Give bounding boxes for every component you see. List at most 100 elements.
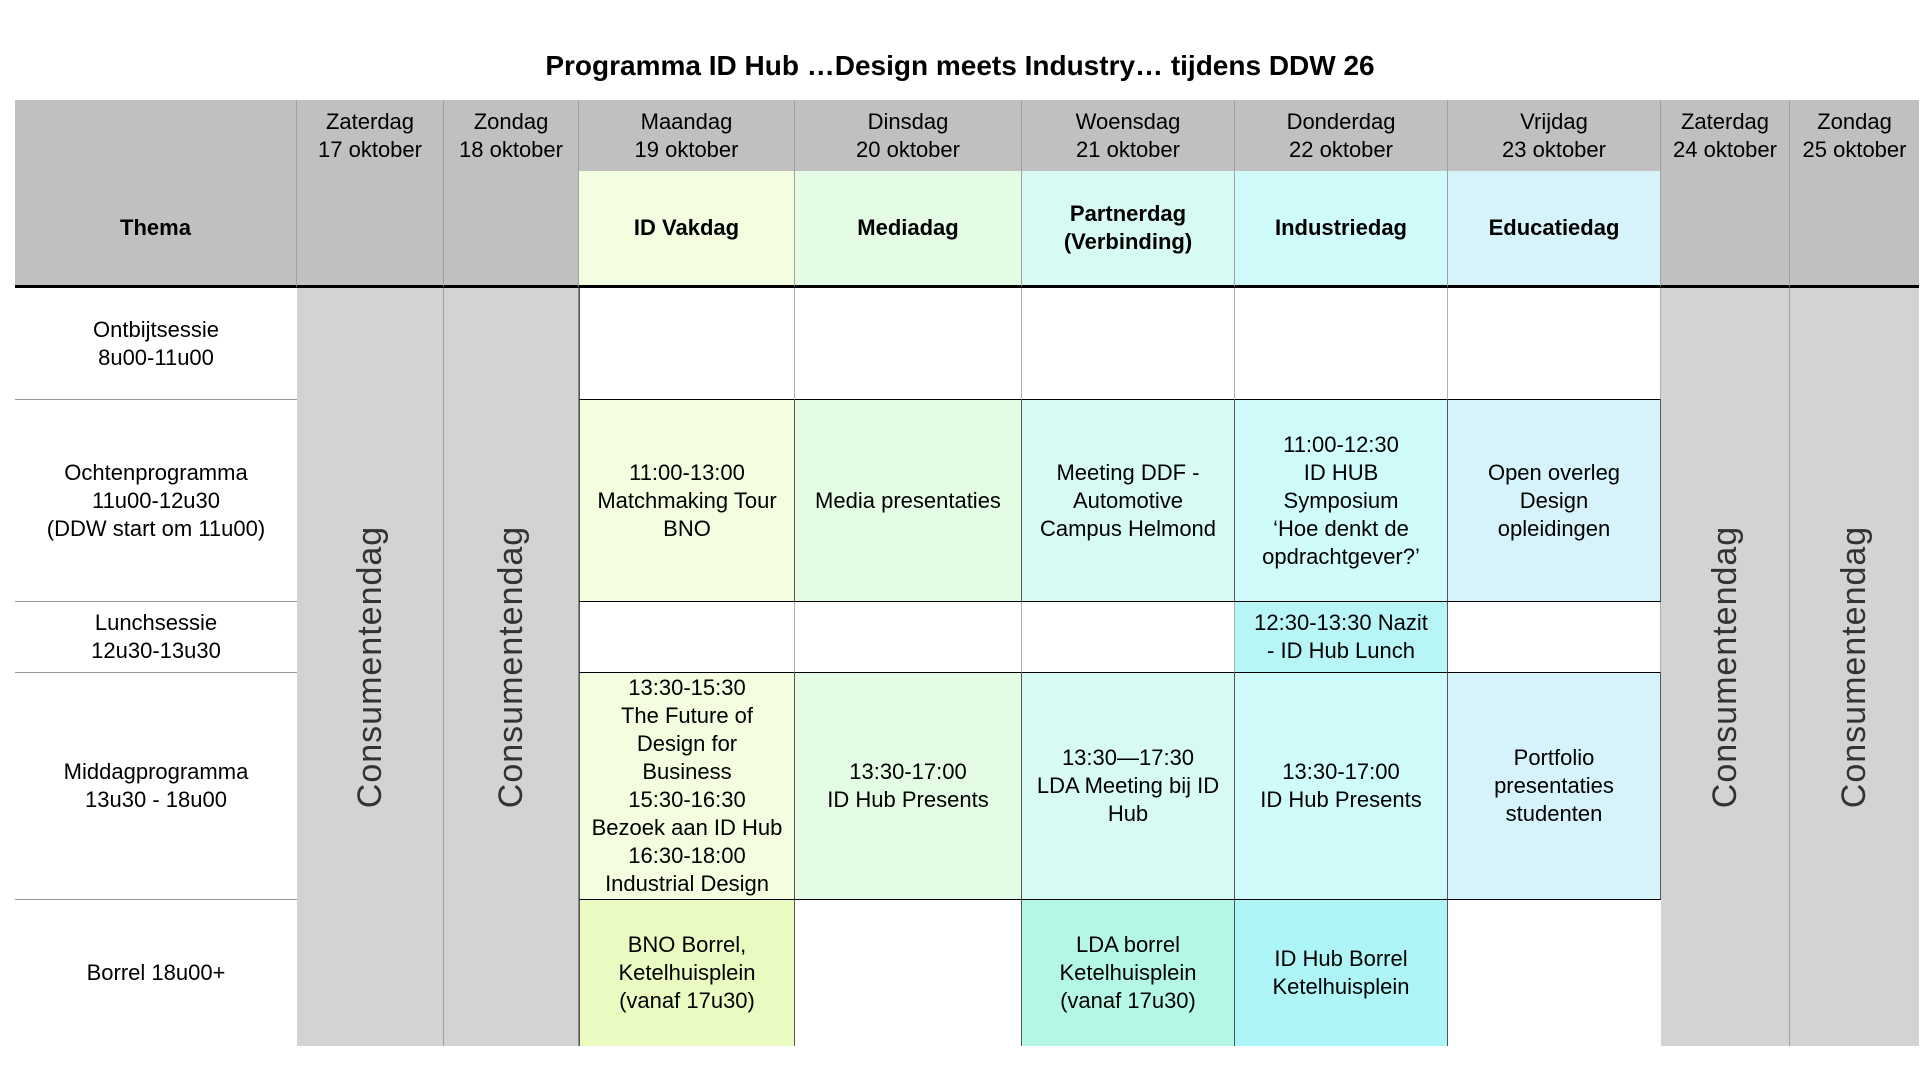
thema-empty-sat2 [1661,171,1790,288]
day-name: Vrijdag [1520,108,1588,134]
day-header-zaterdag-24: Zaterdag 24 oktober [1661,100,1790,171]
cell-line: ID Hub Presents [827,787,989,812]
schedule-table: Zaterdag 17 oktober Zondag 18 oktober Ma… [15,100,1919,1046]
row-label-line: 12u30-13u30 [91,638,221,663]
cell-middag-mon: 13:30-15:30 The Future of Design for Bus… [579,673,795,900]
cell-line: Design [1519,487,1589,513]
day-header-vrijdag-23: Vrijdag 23 oktober [1448,100,1661,171]
cell-ochtend-tue: Media presentaties [795,400,1022,602]
day-date: 21 oktober [1076,136,1180,162]
row-label-line: Lunchsessie [94,610,218,635]
cell-lunch-fri [1448,602,1661,673]
row-label-borrel: Borrel 18u00+ [15,900,297,1046]
day-name: Maandag [640,108,733,134]
cell-line: Bezoek aan ID Hub [591,815,783,840]
consumentendag-sun-18: Consumentendag [444,288,579,1046]
day-name: Woensdag [1075,108,1181,134]
cell-line: The Future of [620,703,754,728]
cell-lunch-mon [579,602,795,673]
row-label-line: Ochtenprogramma [64,459,248,485]
cell-middag-thu: 13:30-17:00 ID Hub Presents [1235,673,1448,900]
cell-line: studenten [1505,801,1603,826]
row-label-line: 11u00-12u30 [91,487,221,513]
row-label-line: 8u00-11u00 [98,344,214,370]
cell-line: 16:30-18:00 [628,843,746,868]
cell-middag-fri: Portfolio presentaties studenten [1448,673,1661,900]
cell-line: 12:30-13:30 Nazit [1254,610,1428,635]
consumentendag-label: Consumentendag [492,525,531,809]
day-name: Zaterdag [1680,108,1770,134]
cell-ontbijt-thu [1235,288,1448,400]
day-date: 18 oktober [459,136,563,162]
cell-line: Open overleg [1487,459,1621,485]
cell-line: Symposium [1283,487,1399,513]
cell-ontbijt-fri [1448,288,1661,400]
cell-line: ID HUB [1303,459,1379,485]
row-label-line: Middagprogramma [63,759,249,784]
cell-line: Portfolio [1513,745,1595,770]
row-label-line: (DDW start om 11u00) [46,515,266,541]
cell-line: LDA borrel [1076,932,1180,957]
day-header-zondag-25: Zondag 25 oktober [1790,100,1919,171]
thema-empty-sun2 [1790,171,1919,288]
cell-ontbijt-tue [795,288,1022,400]
cell-line: ID Hub Borrel [1274,946,1408,971]
row-label-lunch: Lunchsessie 12u30-13u30 [15,602,297,673]
cell-line: ‘Hoe denkt de [1273,515,1409,541]
day-name: Donderdag [1286,108,1396,134]
cell-borrel-tue [795,900,1022,1046]
cell-borrel-thu: ID Hub Borrel Ketelhuisplein [1235,900,1448,1046]
day-date: 25 oktober [1802,136,1907,162]
day-header-zaterdag-17: Zaterdag 17 oktober [297,100,444,171]
cell-line: presentaties [1494,773,1614,798]
cell-line: 13:30-17:00 [1282,759,1400,784]
cell-ochtend-thu: 11:00-12:30 ID HUB Symposium ‘Hoe denkt … [1235,400,1448,602]
thema-mon: ID Vakdag [579,171,795,288]
cell-line: Business [642,759,732,784]
cell-lunch-tue [795,602,1022,673]
day-date: 24 oktober [1673,136,1777,162]
consumentendag-label: Consumentendag [1706,525,1745,809]
cell-borrel-fri [1448,900,1661,1046]
day-header-donderdag-22: Donderdag 22 oktober [1235,100,1448,171]
day-header-woensdag-21: Woensdag 21 oktober [1022,100,1235,171]
cell-lunch-wed [1022,602,1235,673]
row-label-line: 13u30 - 18u00 [85,787,227,812]
thema-fri: Educatiedag [1448,171,1661,288]
thema-wed-line: (Verbinding) [1063,229,1193,254]
cell-ochtend-wed: Meeting DDF - Automotive Campus Helmond [1022,400,1235,602]
consumentendag-sat-17: Consumentendag [297,288,444,1046]
thema-label: Thema [15,171,297,288]
cell-line: Campus Helmond [1039,515,1217,541]
row-label-middag: Middagprogramma 13u30 - 18u00 [15,673,297,900]
cell-line: Automotive [1072,487,1184,513]
cell-line: 15:30-16:30 [628,787,746,812]
cell-borrel-mon: BNO Borrel, Ketelhuisplein (vanaf 17u30) [579,900,795,1046]
cell-line: ID Hub Presents [1260,787,1422,812]
day-date: 20 oktober [856,136,960,162]
row-label-ochtend: Ochtenprogramma 11u00-12u30 (DDW start o… [15,400,297,602]
cell-line: Ketelhuisplein [1059,960,1197,985]
day-date: 19 oktober [634,136,739,162]
thema-thu: Industriedag [1235,171,1448,288]
consumentendag-label: Consumentendag [1835,525,1874,809]
cell-line: 13:30—17:30 [1061,745,1195,770]
cell-borrel-wed: LDA borrel Ketelhuisplein (vanaf 17u30) [1022,900,1235,1046]
thema-tue: Mediadag [795,171,1022,288]
cell-line: 11:00-13:00 [629,459,745,485]
cell-line: Industrial Design [605,871,769,896]
cell-line: - ID Hub Lunch [1267,638,1415,663]
cell-line: BNO Borrel, [627,932,747,957]
cell-line: LDA Meeting bij ID [1036,773,1220,798]
cell-ontbijt-wed [1022,288,1235,400]
cell-line: Design for [636,731,738,756]
cell-ochtend-mon: 11:00-13:00 Matchmaking Tour BNO [579,400,795,602]
cell-line: (vanaf 17u30) [619,988,755,1013]
cell-line: 11:00-12:30 [1283,431,1399,457]
cell-middag-tue: 13:30-17:00 ID Hub Presents [795,673,1022,900]
cell-line: 13:30-15:30 [628,675,746,700]
day-name: Zaterdag [325,108,415,134]
cell-line: Hub [1107,801,1149,826]
consumentendag-label: Consumentendag [351,525,390,809]
cell-line: opleidingen [1497,515,1611,541]
